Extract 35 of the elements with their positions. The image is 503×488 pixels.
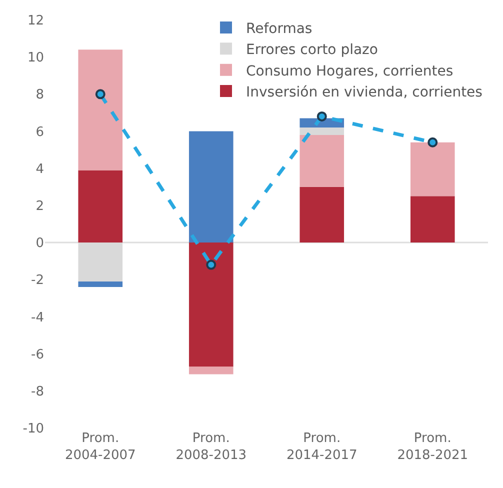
bar [300, 186, 344, 243]
y-tick-label: 8 [36, 88, 44, 103]
bar [300, 134, 344, 187]
bar [410, 196, 455, 243]
bar [188, 131, 234, 243]
y-tick-label: -4 [31, 310, 44, 326]
point [95, 89, 106, 100]
legend-label: Errores corto plazo [246, 42, 378, 58]
bar [78, 170, 123, 243]
x-tick-label: Prom. 2004-2007 [64, 431, 136, 463]
point [428, 137, 438, 148]
bar [78, 50, 123, 170]
bar [78, 281, 123, 288]
y-tick-label: 6 [36, 124, 44, 140]
legend-label: Invsersión en vivienda, corrientes [246, 84, 482, 100]
bar [188, 366, 234, 374]
x-tick-label: Prom. 2014-2017 [286, 431, 358, 463]
bar [300, 128, 344, 135]
point [316, 111, 327, 122]
x-tick-label: Prom. 2008-2013 [176, 431, 247, 463]
y-tick-label: 12 [27, 14, 44, 29]
y-tick-label: 10 [27, 50, 44, 66]
bar [188, 242, 234, 367]
y-tick-label: 2 [36, 199, 44, 214]
bar [410, 142, 455, 196]
y-tick-label: 0 [36, 236, 44, 252]
point [206, 260, 216, 270]
y-tick-label: -2 [31, 273, 44, 288]
y-tick-label: -10 [22, 422, 44, 437]
y-tick-label: -8 [31, 384, 44, 400]
y-tick-label: 4 [36, 162, 44, 177]
y-tick-label: -6 [31, 347, 44, 362]
legend-label: Consumo Hogares, corrientes [246, 63, 454, 80]
x-tick-label: Prom. 2018-2021 [397, 431, 468, 463]
legend-label: Reformas [246, 20, 312, 37]
